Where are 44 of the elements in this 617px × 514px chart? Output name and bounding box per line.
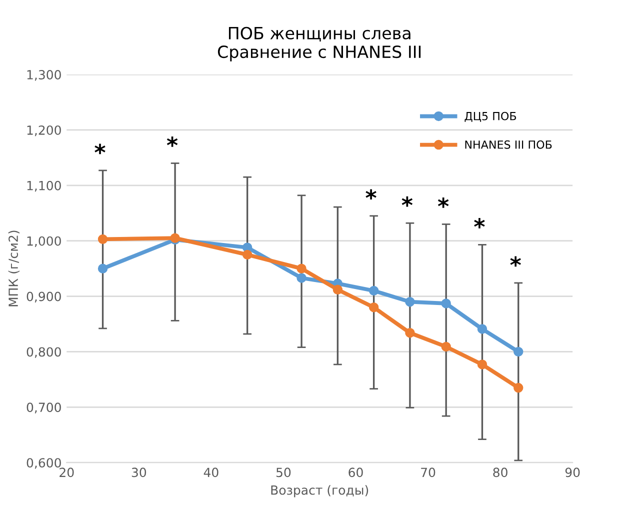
- x-axis-title: Возраст (годы): [271, 485, 368, 498]
- annotation: *: [510, 256, 521, 267]
- y-tick-label: 0,900: [26, 292, 61, 302]
- y-tick-label: 1,000: [27, 236, 61, 248]
- y-tick-label: 0,700: [26, 402, 61, 414]
- point: [296, 264, 306, 274]
- annotation: *: [474, 218, 485, 228]
- y-tick-label: 0,600: [26, 458, 61, 469]
- x-tick-label: 40: [204, 468, 218, 478]
- x-tick-label: 80: [493, 468, 508, 478]
- point: [368, 286, 379, 296]
- annotation: *: [366, 189, 376, 200]
- legend-label: NHANES III ПОБ: [465, 140, 552, 149]
- point: [477, 360, 488, 370]
- point: [98, 234, 108, 244]
- chart-title: ПОБ женщины слева Сравнение с NHANES III: [218, 26, 421, 62]
- y-tick-label: 1,100: [27, 180, 61, 192]
- annotation: *: [402, 196, 413, 207]
- x-tick-label: 20: [60, 468, 74, 478]
- annotation: *: [166, 136, 178, 147]
- x-tick-label: 70: [421, 468, 436, 478]
- x-tick-label: 50: [276, 468, 291, 478]
- point: [405, 328, 415, 338]
- point: [98, 264, 108, 274]
- annotation: *: [94, 144, 106, 154]
- x-tick-label: 30: [132, 468, 146, 478]
- legend-label: ДЦ5 ПОБ: [464, 112, 516, 122]
- point: [441, 298, 451, 308]
- point: [514, 382, 524, 393]
- point: [296, 273, 306, 283]
- y-tick-label: 1,300: [27, 70, 61, 81]
- x-tick-label: 60: [348, 468, 363, 478]
- annotation: *: [438, 198, 449, 208]
- point: [368, 302, 379, 312]
- x-tick-label: 90: [565, 468, 580, 478]
- y-tick-label: 1,200: [27, 125, 61, 136]
- point: [514, 346, 524, 357]
- point: [477, 324, 488, 334]
- y-axis-title: МПК (г/см2): [8, 230, 20, 306]
- point: [405, 296, 415, 307]
- point: [332, 284, 343, 294]
- point: [242, 250, 252, 260]
- y-tick-label: 0,800: [26, 347, 61, 358]
- point: [441, 342, 451, 352]
